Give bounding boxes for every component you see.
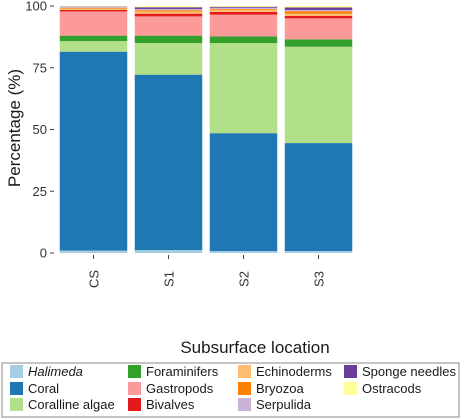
- legend-swatch: [10, 398, 23, 411]
- legend-label: Coral: [28, 381, 59, 396]
- legend-label: Echinoderms: [256, 364, 332, 379]
- legend-label: Sponge needles: [362, 364, 456, 379]
- plot-area: [59, 6, 353, 253]
- bar-segment-cs-bivalves: [59, 9, 128, 12]
- y-axis: 0 25 50 75 100: [25, 0, 54, 261]
- legend-swatch: [238, 398, 251, 411]
- legend-swatch: [238, 382, 251, 395]
- legend-label: Coralline algae: [28, 397, 115, 412]
- x-tick-label: S1: [162, 271, 177, 287]
- legend-swatch: [128, 365, 141, 378]
- bar-segment-s1-bivalves: [134, 13, 203, 17]
- bar-segment-s1-gastropods: [134, 16, 203, 36]
- legend-label: Gastropods: [146, 381, 214, 396]
- legend-item-halimeda: Halimeda: [10, 364, 83, 379]
- legend-item-bryozoa: Bryozoa: [238, 381, 304, 396]
- bar-segment-s3-halimeda: [284, 251, 353, 253]
- legend-frame: [1, 362, 460, 418]
- bar-segment-s2-bivalves: [209, 11, 278, 15]
- legend-label: Bivalves: [146, 397, 195, 412]
- bar-segment-s2-gastropods: [209, 14, 278, 37]
- legend-label: Bryozoa: [256, 381, 304, 396]
- legend-swatch: [128, 382, 141, 395]
- legend: Halimeda Foraminifers Echinoderms Sponge ne…: [1, 362, 460, 418]
- bar-segment-s3-ostracods: [284, 6, 353, 8]
- bar-segment-s2-ostracods: [209, 6, 278, 7]
- bar-segment-s2-halimeda: [209, 251, 278, 253]
- legend-item-coralline-algae: Coralline algae: [10, 397, 115, 412]
- legend-swatch: [344, 365, 357, 378]
- bar-segment-s1-bryozoa: [134, 10, 203, 12]
- legend-item-foraminifers: Foraminifers: [128, 364, 219, 379]
- bar-segment-cs-echinoderms: [59, 8, 128, 10]
- legend-label: Foraminifers: [146, 364, 219, 379]
- bar-segment-cs-gastropods: [59, 11, 128, 36]
- legend-item-bivalves: Bivalves: [128, 397, 195, 412]
- bar-segment-s2-echinoderms: [209, 9, 278, 12]
- bar-segment-s3-coralline-algae: [284, 46, 353, 144]
- x-tick-label: S2: [237, 271, 252, 287]
- legend-swatch: [344, 382, 357, 395]
- bar-segment-s3-gastropods: [284, 18, 353, 40]
- bar-segment-cs-coralline-algae: [59, 41, 128, 52]
- legend-label: Ostracods: [362, 381, 422, 396]
- bar-segment-s3-echinoderms: [284, 13, 353, 16]
- bar-segment-s2-sponge-needles: [209, 6, 278, 8]
- bar-segment-s3-coral: [284, 143, 353, 252]
- bar-segment-s2-foraminifers: [209, 36, 278, 44]
- legend-item-serpulida: Serpulida: [238, 397, 312, 412]
- bar-segment-s3-sponge-needles: [284, 7, 353, 10]
- bar-segment-s3-bivalves: [284, 15, 353, 19]
- y-tick-label: 75: [33, 60, 47, 75]
- bar-segment-cs-bryozoa: [59, 7, 128, 9]
- bar-segment-s1-coralline-algae: [134, 43, 203, 75]
- legend-swatch: [10, 382, 23, 395]
- x-axis-title: Subsurface location: [180, 338, 329, 357]
- bar-segment-s1-halimeda: [134, 250, 203, 253]
- legend-swatch: [10, 365, 23, 378]
- bar-segment-s2-bryozoa: [209, 8, 278, 10]
- bar-segment-s2-serpulida: [209, 7, 278, 9]
- bar-segment-s1-echinoderms: [134, 11, 203, 14]
- bar-segment-s3-serpulida: [284, 9, 353, 12]
- x-tick-label: CS: [87, 270, 102, 288]
- y-tick-label: 50: [33, 122, 47, 137]
- bar-segment-cs-foraminifers: [59, 35, 128, 42]
- x-axis: CS S1 S2 S3: [87, 255, 327, 288]
- legend-item-ostracods: Ostracods: [344, 381, 422, 396]
- bar-segment-s1-sponge-needles: [134, 7, 203, 9]
- bar-segment-s1-ostracods: [134, 6, 203, 8]
- legend-item-coral: Coral: [10, 381, 59, 396]
- legend-label: Halimeda: [28, 364, 83, 379]
- y-tick-label: 0: [40, 246, 47, 261]
- bar-segment-s2-coral: [209, 133, 278, 252]
- legend-item-echinoderms: Echinoderms: [238, 364, 332, 379]
- legend-swatch: [128, 398, 141, 411]
- bar-segment-s1-coral: [134, 74, 203, 251]
- legend-item-sponge-needles: Sponge needles: [344, 364, 456, 379]
- legend-item-gastropods: Gastropods: [128, 381, 214, 396]
- bar-segment-s2-coralline-algae: [209, 43, 278, 134]
- legend-swatch: [238, 365, 251, 378]
- bar-segment-s1-foraminifers: [134, 35, 203, 44]
- y-tick-label: 100: [25, 0, 47, 14]
- bar-segment-s3-bryozoa: [284, 11, 353, 14]
- bar-segment-s3-foraminifers: [284, 39, 353, 47]
- x-tick-label: S3: [312, 271, 327, 287]
- y-axis-title: Percentage (%): [5, 69, 24, 187]
- bar-segment-cs-coral: [59, 51, 128, 251]
- bar-segment-cs-halimeda: [59, 250, 128, 253]
- bar-segment-s1-serpulida: [134, 8, 203, 11]
- bar-segment-cs-serpulida: [59, 6, 128, 8]
- legend-label: Serpulida: [256, 397, 312, 412]
- y-tick-label: 25: [33, 184, 47, 199]
